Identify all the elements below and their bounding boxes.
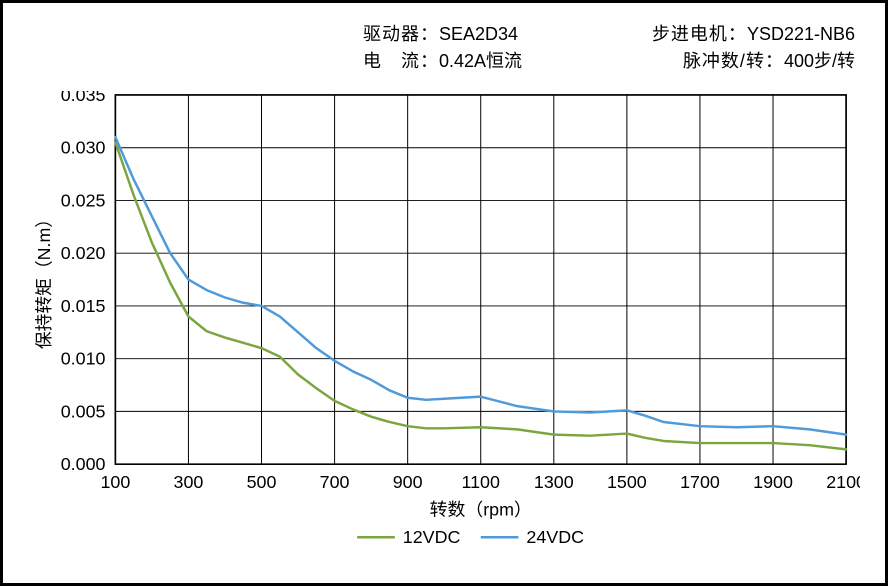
header-pulses-label: 脉冲数/转： — [683, 48, 784, 75]
xtick-label: 300 — [174, 472, 204, 492]
xtick-label: 1100 — [462, 472, 501, 492]
xtick-label: 900 — [393, 472, 423, 492]
header-current: 电 流： 0.42A恒流 — [363, 48, 522, 75]
ytick-label: 0.005 — [61, 401, 106, 421]
ytick-label: 0.035 — [61, 91, 106, 105]
header-row-2: 电 流： 0.42A恒流 脉冲数/转： 400步/转 — [363, 48, 855, 75]
ytick-label: 0.020 — [61, 243, 106, 263]
y-axis-label: 保持转矩（N.m） — [34, 210, 54, 349]
ytick-label: 0.010 — [61, 349, 106, 369]
xtick-label: 2100 — [826, 472, 860, 492]
header-info: 驱动器： SEA2D34 步进电机： YSD221-NB6 电 流： 0.42A… — [363, 21, 855, 75]
chart-card: 驱动器： SEA2D34 步进电机： YSD221-NB6 电 流： 0.42A… — [0, 0, 888, 586]
ytick-label: 0.015 — [61, 296, 106, 316]
ytick-label: 0.000 — [61, 454, 106, 474]
header-motor-value: YSD221-NB6 — [747, 21, 855, 48]
ytick-label: 0.025 — [61, 190, 106, 210]
xtick-label: 100 — [100, 472, 130, 492]
xtick-label: 500 — [247, 472, 277, 492]
xtick-label: 1700 — [680, 472, 720, 492]
header-motor-label: 步进电机： — [652, 21, 747, 48]
header-driver: 驱动器： SEA2D34 — [363, 21, 518, 48]
header-row-1: 驱动器： SEA2D34 步进电机： YSD221-NB6 — [363, 21, 855, 48]
header-pulses-value: 400步/转 — [784, 48, 855, 75]
header-pulses: 脉冲数/转： 400步/转 — [683, 48, 855, 75]
header-driver-label: 驱动器： — [363, 21, 439, 48]
chart-area: 100 300 500 700 900 1100 1300 1500 1700 1900 2100 0… — [28, 91, 860, 555]
legend-label-24VDC: 24VDC — [526, 527, 584, 547]
header-current-value: 0.42A恒流 — [439, 48, 522, 75]
xtick-label: 1300 — [534, 472, 574, 492]
header-current-label: 电 流： — [363, 48, 439, 75]
header-driver-value: SEA2D34 — [439, 21, 518, 48]
xtick-label: 1500 — [607, 472, 647, 492]
header-motor: 步进电机： YSD221-NB6 — [652, 21, 855, 48]
xtick-label: 1900 — [753, 472, 793, 492]
torque-rpm-line-chart: 100 300 500 700 900 1100 1300 1500 1700 1900 2100 0… — [28, 91, 860, 555]
legend-label-12VDC: 12VDC — [403, 527, 461, 547]
x-axis-label: 转数（rpm） — [430, 500, 532, 520]
xtick-label: 700 — [320, 472, 350, 492]
ytick-label: 0.030 — [61, 138, 106, 158]
